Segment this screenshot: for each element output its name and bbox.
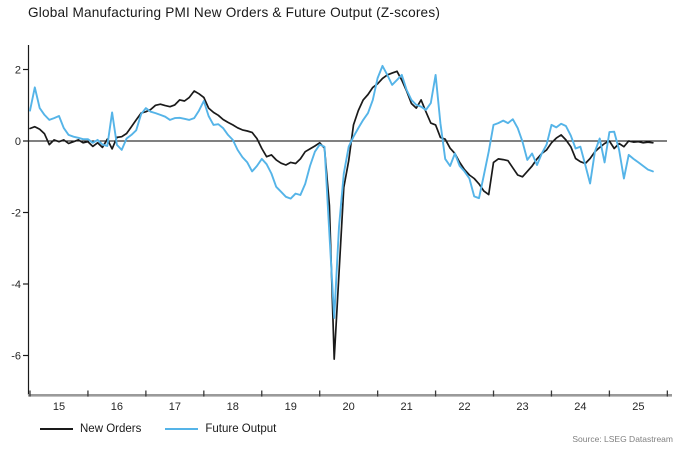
legend-label-new-orders: New Orders: [80, 423, 142, 435]
y-tick-label: -4: [11, 279, 21, 291]
x-tick-label: 21: [400, 401, 412, 413]
future-output-line-swatch: [165, 428, 199, 430]
chart-legend: New Orders Future Output: [40, 421, 276, 437]
source-attribution: Source: LSEG Datastream: [572, 434, 673, 444]
x-tick-label: 23: [516, 401, 528, 413]
y-tick-label: 2: [15, 65, 21, 77]
x-tick-label: 25: [632, 401, 644, 413]
x-tick-label: 24: [574, 401, 586, 413]
series-line-future-output: [29, 64, 654, 319]
x-axis-spine: [28, 394, 672, 397]
legend-item-new-orders: New Orders: [40, 423, 141, 435]
y-tick-label: 0: [15, 136, 21, 148]
y-tick-label: -2: [11, 208, 21, 220]
series-line-new-orders: [29, 70, 654, 360]
new-orders-line-swatch: [40, 428, 73, 430]
x-tick-label: 22: [458, 401, 470, 413]
legend-label-future-output: Future Output: [205, 423, 277, 435]
y-tick-label: -6: [11, 351, 21, 363]
x-tick-label: 18: [227, 401, 239, 413]
x-tick-label: 19: [285, 401, 297, 413]
chart-title: Global Manufacturing PMI New Orders & Fu…: [28, 5, 441, 20]
x-tick-label: 15: [53, 401, 65, 413]
x-tick-label: 16: [111, 401, 123, 413]
legend-item-future-output: Future Output: [165, 423, 276, 435]
x-tick-label: 20: [343, 401, 355, 413]
x-tick-label: 17: [169, 401, 181, 413]
